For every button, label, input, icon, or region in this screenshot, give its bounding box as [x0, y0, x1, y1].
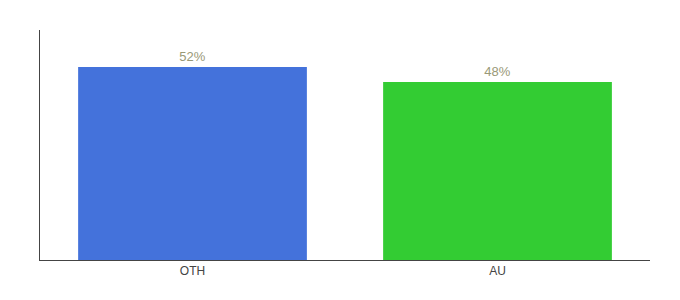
svg-text:52%: 52% [179, 49, 205, 64]
svg-text:48%: 48% [484, 64, 510, 79]
svg-text:OTH: OTH [180, 264, 205, 278]
svg-text:AU: AU [489, 264, 506, 278]
